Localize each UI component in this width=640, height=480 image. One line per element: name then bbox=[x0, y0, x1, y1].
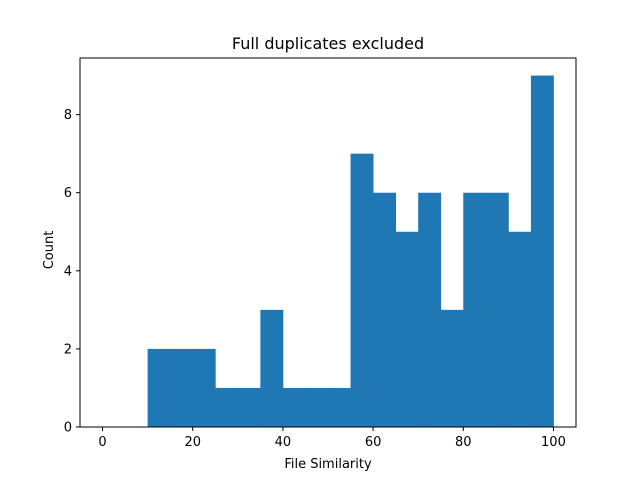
y-tick-label: 6 bbox=[64, 186, 72, 201]
y-tick-label: 2 bbox=[64, 342, 72, 357]
histogram-bar bbox=[373, 192, 397, 427]
plot-frame bbox=[79, 57, 577, 428]
histogram-bar bbox=[440, 309, 464, 427]
x-tick-label: 0 bbox=[98, 435, 106, 450]
y-axis-label: Count bbox=[42, 231, 57, 270]
x-tick-label: 100 bbox=[541, 435, 566, 450]
histogram-bar bbox=[192, 348, 216, 427]
y-tick-label: 4 bbox=[64, 264, 72, 279]
x-tick-label: 20 bbox=[184, 435, 201, 450]
histogram-bar bbox=[215, 387, 239, 427]
histogram-bar bbox=[485, 192, 509, 427]
histogram-bar bbox=[305, 387, 329, 427]
histogram-bar bbox=[328, 387, 351, 427]
histogram-bar bbox=[260, 309, 284, 427]
x-axis-label: File Similarity bbox=[284, 457, 372, 472]
histogram-bar bbox=[282, 387, 306, 427]
ticks-group: 0 20 40 60 80 100 0 2 4 6 8 bbox=[64, 108, 566, 450]
y-tick-label: 0 bbox=[64, 421, 72, 436]
histogram-bar bbox=[170, 348, 194, 427]
x-tick-label: 60 bbox=[365, 435, 382, 450]
y-tick-label: 8 bbox=[64, 108, 72, 123]
histogram-bar bbox=[418, 192, 442, 427]
histogram-bar bbox=[530, 75, 554, 428]
histogram-bar bbox=[350, 153, 374, 427]
bars-group bbox=[147, 75, 554, 428]
histogram-bar bbox=[147, 348, 171, 427]
histogram-bar bbox=[395, 231, 419, 427]
x-tick-label: 40 bbox=[275, 435, 292, 450]
histogram-bar bbox=[508, 231, 532, 427]
histogram-bar bbox=[463, 192, 487, 427]
chart-title: Full duplicates excluded bbox=[232, 34, 424, 53]
x-tick-label: 80 bbox=[455, 435, 472, 450]
axes-group bbox=[79, 57, 577, 428]
histogram-bar bbox=[237, 387, 261, 427]
